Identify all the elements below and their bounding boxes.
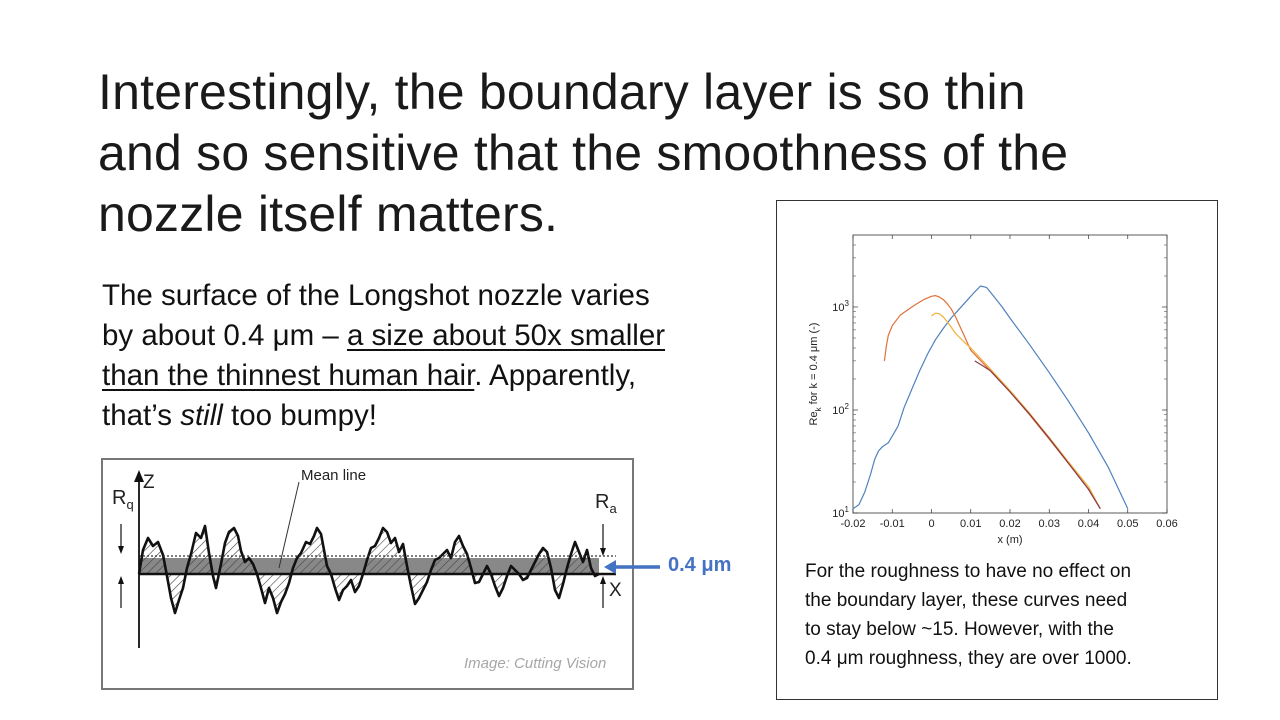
ra-label: Ra <box>595 491 617 516</box>
y-axis-title: Rek for k = 0.4 μm (-) <box>808 323 823 426</box>
plot-frame <box>852 234 1168 514</box>
profile-hatch <box>139 526 599 613</box>
roughness-annotation: 0.4 μm <box>668 554 732 576</box>
reynolds-chart: -0.02 -0.01 0 0.01 0.02 0.03 0.04 0.05 0.06 101 10… <box>808 234 1178 546</box>
ra-arrow-lower <box>600 576 606 584</box>
series-line <box>974 360 1101 510</box>
x-tick-label: 0.01 <box>960 518 981 530</box>
z-axis-label: Z <box>143 472 155 493</box>
x-tick-label: 0.03 <box>1039 518 1060 530</box>
title-line-1: Interestingly, the boundary layer is so … <box>98 64 1026 120</box>
x-tick-label: -0.01 <box>880 518 905 530</box>
caption-line-2: the boundary layer, these curves need <box>805 590 1128 611</box>
caption-line-4: 0.4 μm roughness, they are over 1000. <box>805 648 1132 669</box>
series-line <box>852 285 1129 510</box>
ra-main: R <box>595 491 609 513</box>
x-tick-label: 0.06 <box>1156 518 1177 530</box>
title-line-3: nozzle itself matters. <box>98 186 559 242</box>
series-line <box>883 294 1101 510</box>
rq-arrow-lower <box>118 576 124 584</box>
underlined-text: than the thinnest human hair <box>102 359 475 392</box>
rq-label: Rq <box>112 487 134 512</box>
surface-roughness-figure: Mean line Z X Rq Ra <box>101 458 634 690</box>
y-tick-label: 103 <box>832 299 849 314</box>
rq-main: R <box>112 487 126 509</box>
body-text-segment: too bumpy! <box>222 399 377 432</box>
x-axis-label: X <box>609 580 622 601</box>
reynolds-chart-box: -0.02 -0.01 0 0.01 0.02 0.03 0.04 0.05 0.06 101 10… <box>776 200 1218 700</box>
rq-subscript: q <box>126 497 133 512</box>
x-tick-label: 0.02 <box>999 518 1020 530</box>
y-tick-label: 102 <box>832 402 849 417</box>
mean-line-label: Mean line <box>301 467 366 484</box>
emphasized-text: still <box>180 399 223 432</box>
body-line-2: by about 0.4 μm – a size about 50x small… <box>102 316 762 356</box>
underlined-text: a size about 50x smaller <box>346 319 666 352</box>
caption-line-1: For the roughness to have no effect on <box>805 561 1132 582</box>
series-line <box>931 312 1101 509</box>
y-tick-label: 101 <box>832 505 849 520</box>
ra-subscript: a <box>609 501 617 516</box>
x-tick-label: 0.04 <box>1078 518 1099 530</box>
body-line-3: than the thinnest human hair. Apparently… <box>102 356 762 396</box>
roughness-diagram: Mean line Z X Rq Ra <box>101 458 634 690</box>
annotation-arrow <box>604 560 660 574</box>
caption-line-3: to stay below ~15. However, with the <box>805 619 1114 640</box>
ra-arrow <box>600 548 606 556</box>
body-paragraph: The surface of the Longshot nozzle varie… <box>102 276 762 436</box>
body-text-segment: that’s <box>102 399 181 432</box>
body-line-1: The surface of the Longshot nozzle varie… <box>102 279 650 312</box>
z-axis-arrow <box>134 470 144 482</box>
rq-arrow <box>118 546 124 554</box>
body-text-segment: by about 0.4 μm – <box>102 319 347 352</box>
x-tick-label: 0.05 <box>1117 518 1138 530</box>
arrow-left-icon <box>604 560 616 574</box>
x-tick-label: -0.02 <box>840 518 865 530</box>
body-text-segment: . Apparently, <box>474 359 637 392</box>
slide-title: Interestingly, the boundary layer is so … <box>98 62 1198 245</box>
x-tick-label: 0 <box>928 518 934 530</box>
body-line-4: that’s still too bumpy! <box>102 396 762 436</box>
chart-caption: For the roughness to have no effect on t… <box>805 557 1205 673</box>
title-line-2: and so sensitive that the smoothness of … <box>98 125 1069 181</box>
mean-line-leader <box>278 481 300 569</box>
x-axis-title: x (m) <box>997 534 1022 546</box>
image-credit: Image: Cutting Vision <box>464 655 607 672</box>
surface-profile-line <box>137 524 600 615</box>
